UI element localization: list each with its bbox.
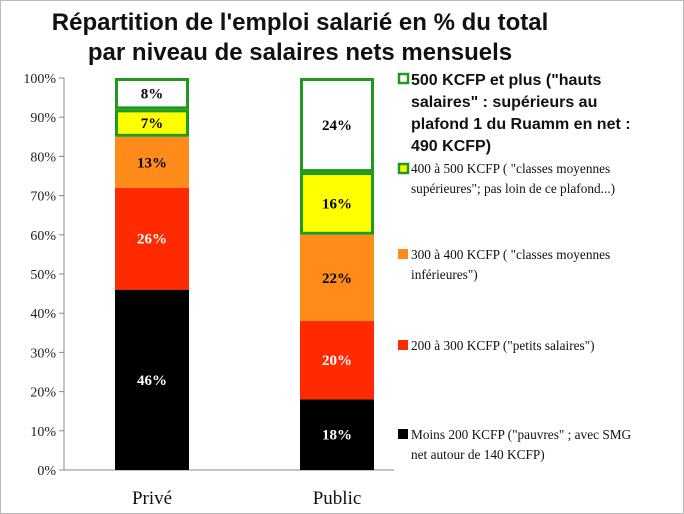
bar-segment <box>300 321 374 400</box>
y-tick-label: 40% <box>30 307 56 322</box>
y-tick-label: 20% <box>30 386 56 401</box>
bar-segment <box>115 136 189 188</box>
bar-segment-outline <box>300 78 374 173</box>
y-tick-label: 100% <box>23 72 56 87</box>
legend-swatch <box>397 72 410 85</box>
chart-title: Répartition de l'emploi salarié en % du … <box>52 9 548 66</box>
y-tick-label: 70% <box>30 190 56 205</box>
bar-segment <box>300 172 374 235</box>
legend-entry-label: 300 à 400 KCFP ( "classes moyennes inféri… <box>411 247 610 282</box>
data-label: 20% <box>322 353 352 369</box>
legend-entry-label: 500 KCFP et plus ("hauts salaires" : supé… <box>411 72 631 155</box>
bar-segment <box>115 109 189 137</box>
data-label: 16% <box>322 196 352 212</box>
data-label: 24% <box>322 118 352 134</box>
bar-segment <box>115 289 189 470</box>
legend-swatch <box>397 162 410 175</box>
legend-entry-label: 400 à 500 KCFP ( "classes moyennes supéri… <box>411 161 615 196</box>
bar-segment <box>115 78 189 110</box>
data-label: 26% <box>137 232 167 248</box>
data-label: 7% <box>141 116 164 132</box>
y-tick-label: 60% <box>30 229 56 244</box>
data-label: 46% <box>137 373 167 389</box>
y-tick-label: 80% <box>30 150 56 165</box>
data-label: 13% <box>137 155 167 171</box>
y-tick-label: 50% <box>30 268 56 283</box>
y-tick-label: 0% <box>37 464 56 479</box>
bar-segment <box>300 78 374 173</box>
legend-entry-label: Moins 200 KCFP ("pauvres" ; avec SMG net … <box>411 427 632 462</box>
bars: 46% 26% 13% 7% 8% 18% 20% 22% 16% 24% <box>115 78 374 470</box>
bar-segment-outline <box>115 109 189 137</box>
x-category-label: Privé <box>132 488 172 509</box>
y-tick-label: 10% <box>30 425 56 440</box>
bar-segment-outline <box>300 172 374 235</box>
legend-swatch <box>398 249 408 259</box>
data-label: 22% <box>322 271 352 287</box>
legend-entry-label: 200 à 300 KCFP ("petits salaires") <box>411 338 595 353</box>
legend-swatch <box>398 429 408 439</box>
data-label: 18% <box>322 428 352 444</box>
y-tick-label: 30% <box>30 346 56 361</box>
x-axis: Privé Public <box>132 488 361 509</box>
y-tick-label: 90% <box>30 111 56 126</box>
legend: 500 KCFP et plus ("hauts salaires" : supé… <box>397 72 632 462</box>
chart-title-line-1: Répartition de l'emploi salarié en % du … <box>52 9 548 36</box>
bar-segment <box>300 234 374 322</box>
bar-segment <box>115 187 189 290</box>
chart-title-line-2: par niveau de salaires nets mensuels <box>88 39 512 66</box>
bar-segment <box>300 399 374 470</box>
x-category-label: Public <box>313 488 362 509</box>
legend-swatch <box>398 340 408 350</box>
bar-segment-outline <box>115 78 189 110</box>
data-label: 8% <box>141 87 164 103</box>
y-axis: 0% 10% 20% 30% 40% 50% 60% 70% 80% 90% 100% <box>23 72 394 479</box>
